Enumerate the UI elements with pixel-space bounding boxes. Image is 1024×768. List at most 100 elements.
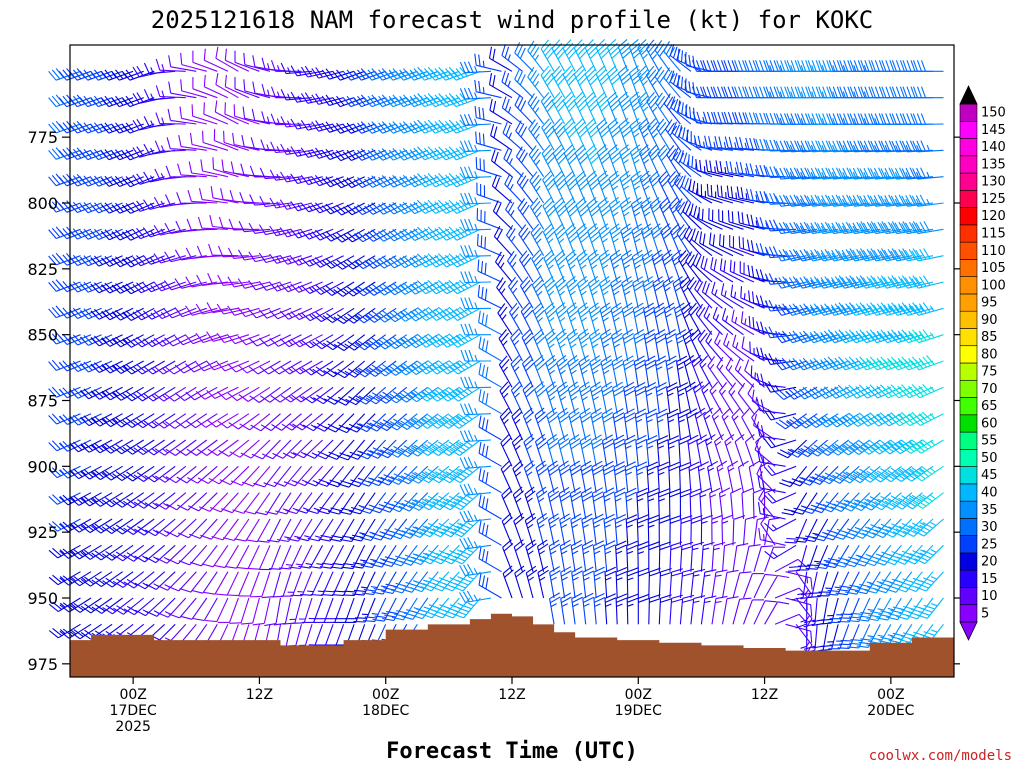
wind-barb-staff xyxy=(98,202,123,214)
wind-barb-staff xyxy=(111,571,134,588)
wind-barb xyxy=(102,597,134,615)
wind-barb-feather xyxy=(142,254,152,265)
wind-barb-feather xyxy=(90,444,101,454)
wind-barb-feather xyxy=(93,202,103,212)
wind-barb-feather xyxy=(132,147,141,158)
wind-barb-staff xyxy=(109,281,134,294)
wind-barb-feather xyxy=(69,309,79,319)
wind-barb xyxy=(142,227,176,238)
wind-barb-feather xyxy=(155,530,167,537)
wind-barb-staff xyxy=(66,334,92,346)
wind-barb-feather xyxy=(100,204,110,214)
wind-barb-staff xyxy=(66,386,92,399)
wind-barb-feather xyxy=(115,524,127,533)
wind-barb-feather xyxy=(111,392,122,401)
wind-barb xyxy=(133,413,165,429)
wind-barb-staff xyxy=(88,307,113,320)
wind-barb-feather xyxy=(69,203,78,213)
wind-barb-feather xyxy=(115,497,126,506)
wind-barb-feather xyxy=(91,606,103,614)
wind-barb-feather xyxy=(115,229,124,239)
wind-barb-staff xyxy=(90,571,113,587)
wind-barb-feather xyxy=(133,447,144,456)
wind-barb-feather xyxy=(104,202,114,212)
wind-barb-feather xyxy=(122,366,133,375)
wind-barb xyxy=(101,492,134,508)
wind-barb-feather xyxy=(114,149,124,159)
wind-barb-staff xyxy=(119,228,144,241)
wind-barb-feather xyxy=(111,150,120,161)
wind-barb-half-feather xyxy=(112,391,118,397)
wind-barb-feather xyxy=(83,335,93,345)
wind-barb-feather xyxy=(48,549,59,559)
wind-barb-feather xyxy=(72,122,82,132)
wind-barb xyxy=(79,281,113,293)
wind-barb-staff xyxy=(68,623,92,639)
wind-barb-half-feather xyxy=(70,523,76,529)
wind-barb xyxy=(153,307,187,320)
wind-barb-feather xyxy=(84,576,95,585)
wind-barb-feather xyxy=(132,284,142,294)
wind-barb-staff xyxy=(162,334,187,347)
wind-barb xyxy=(143,199,176,210)
wind-barb-half-feather xyxy=(160,172,165,180)
wind-barb-feather xyxy=(101,472,112,481)
wind-barb xyxy=(143,116,176,128)
wind-barb-staff xyxy=(100,492,123,507)
wind-barb-staff xyxy=(150,228,176,238)
wind-barb-feather xyxy=(94,282,103,292)
wind-barb xyxy=(122,413,155,428)
wind-barb-staff xyxy=(142,413,165,429)
wind-barb-feather xyxy=(48,469,58,478)
wind-barb-staff xyxy=(120,307,144,321)
wind-barb-staff xyxy=(165,492,187,510)
wind-barb-feather xyxy=(122,339,132,348)
wind-barb-feather xyxy=(125,149,135,159)
wind-barb-half-feather xyxy=(70,549,76,555)
wind-barb-half-feather xyxy=(307,590,314,593)
wind-barb xyxy=(102,571,134,588)
wind-barb-feather xyxy=(104,389,115,399)
wind-barb-feather xyxy=(59,604,70,613)
wind-barb-feather xyxy=(111,204,121,214)
wind-barb-feather xyxy=(136,309,146,319)
wind-barb-staff xyxy=(163,413,187,429)
wind-barb-staff xyxy=(119,149,144,161)
wind-barb-feather xyxy=(83,308,93,318)
wind-barb-staff xyxy=(100,465,123,481)
wind-barb-feather xyxy=(69,524,80,533)
wind-barb-feather xyxy=(480,235,483,248)
wind-barb-staff xyxy=(141,360,165,375)
wind-barb-half-feather xyxy=(160,311,166,318)
wind-barb-feather xyxy=(136,499,148,507)
wind-barb-feather xyxy=(122,446,133,455)
wind-barb-feather xyxy=(58,442,68,452)
wind-barb-feather xyxy=(83,281,93,292)
wind-barb-feather xyxy=(91,525,102,534)
wind-barb-staff xyxy=(98,176,123,187)
wind-barb-feather xyxy=(73,414,83,424)
wind-barb-feather xyxy=(104,470,115,479)
wind-barb-feather xyxy=(136,445,147,453)
wind-barb xyxy=(111,360,144,374)
wind-barb-staff xyxy=(77,228,102,240)
wind-barb-feather xyxy=(70,605,81,613)
wind-barb-feather xyxy=(137,526,148,534)
wind-barb-feather xyxy=(123,527,134,535)
wind-barb-feather xyxy=(126,498,137,506)
wind-barb xyxy=(80,492,113,507)
wind-barb xyxy=(90,360,123,373)
wind-barb-feather xyxy=(48,576,59,586)
wind-barb-feather xyxy=(62,333,72,344)
wind-barb-feather xyxy=(48,522,58,532)
wind-barb-feather xyxy=(51,333,61,343)
wind-barb-feather xyxy=(52,547,62,557)
wind-barb-feather xyxy=(80,632,92,640)
wind-barb xyxy=(143,413,176,429)
wind-barb-staff xyxy=(87,202,113,214)
wind-barb-staff xyxy=(151,334,176,348)
wind-barb-feather xyxy=(48,70,57,81)
wind-barb-staff xyxy=(77,255,102,267)
wind-barb-staff xyxy=(110,413,134,428)
wind-barb-feather xyxy=(115,69,124,80)
